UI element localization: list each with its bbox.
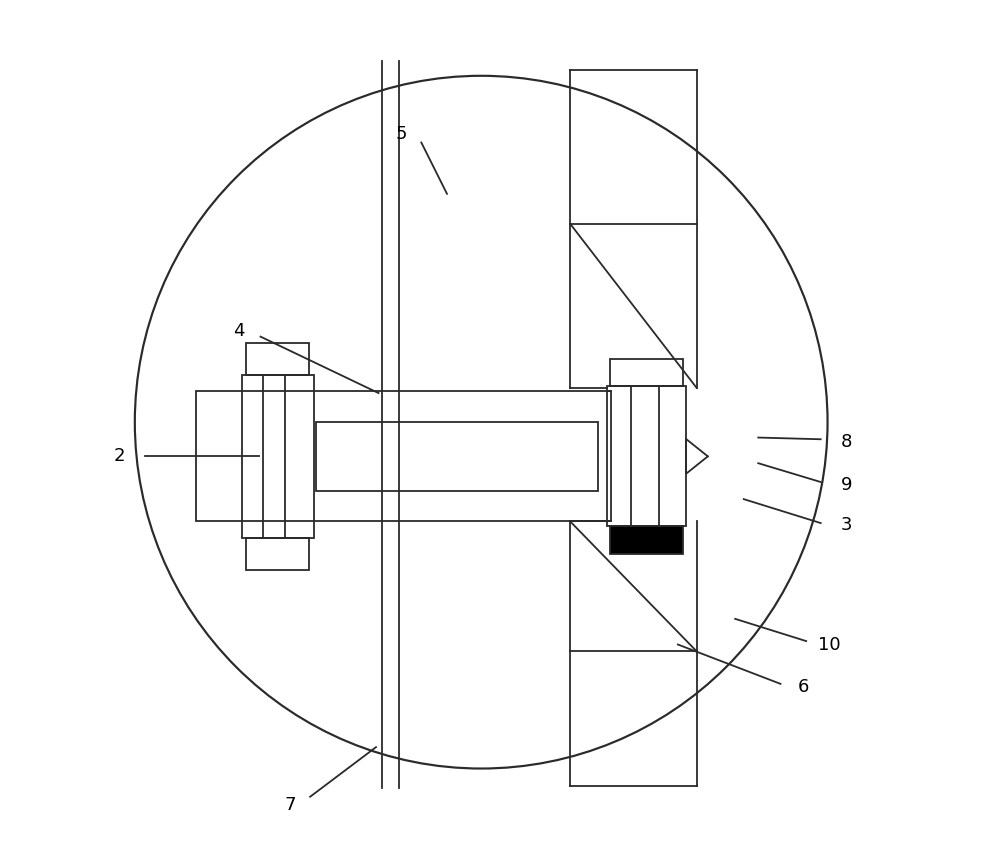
Bar	[242, 375, 314, 538]
Bar	[246, 342, 309, 375]
Bar	[246, 538, 309, 570]
Text: 2: 2	[114, 447, 125, 465]
Text: 9: 9	[841, 475, 852, 493]
Text: 4: 4	[233, 322, 245, 340]
Text: 3: 3	[841, 516, 852, 534]
Text: 10: 10	[818, 636, 841, 654]
Text: 8: 8	[841, 432, 852, 450]
Text: 5: 5	[396, 125, 407, 143]
Text: 6: 6	[798, 679, 809, 697]
Bar	[610, 359, 683, 386]
Bar	[196, 391, 611, 522]
Bar	[610, 527, 683, 554]
Bar	[316, 422, 598, 491]
Text: 7: 7	[285, 796, 296, 814]
Bar	[607, 386, 686, 527]
